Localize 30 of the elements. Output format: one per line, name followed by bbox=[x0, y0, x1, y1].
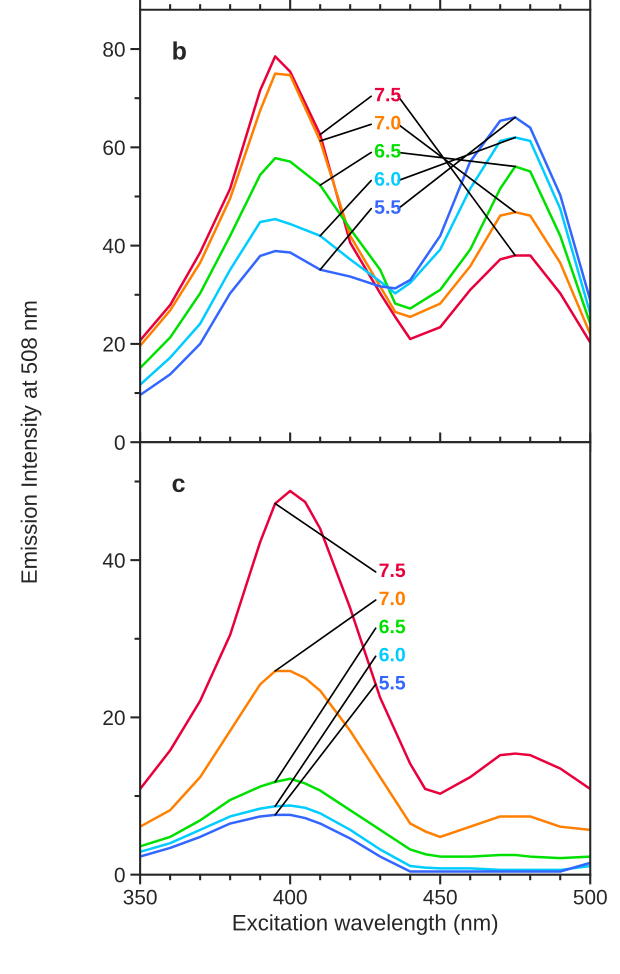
annotation: c bbox=[172, 478, 185, 492]
y-tick-label: 0 bbox=[114, 868, 125, 882]
text: 5.5 bbox=[379, 676, 406, 690]
y-tick-label: 40 bbox=[102, 553, 125, 568]
x-tick-label: 450 bbox=[423, 890, 457, 905]
x-tick-label: 400 bbox=[273, 890, 307, 905]
text: 7.0 bbox=[380, 591, 405, 606]
text: 6.5 bbox=[379, 620, 406, 634]
line-series bbox=[140, 670, 590, 838]
line-series bbox=[140, 777, 590, 860]
x-axis-title: Excitation wavelength (nm) bbox=[234, 914, 498, 935]
annotation: b bbox=[173, 41, 186, 60]
series-label: 7.5 bbox=[380, 564, 406, 578]
y-tick-label: 80 bbox=[103, 42, 125, 57]
y-tick-label: 40 bbox=[102, 238, 125, 254]
y-tick-label: 60 bbox=[103, 140, 125, 156]
text: 6.0 bbox=[374, 172, 400, 186]
x-tick-label: 350 bbox=[124, 890, 157, 905]
y-tick-label: 0 bbox=[114, 435, 125, 450]
text: 6.5 bbox=[374, 144, 401, 158]
y-tick-label: 20 bbox=[103, 710, 125, 726]
text: 6.0 bbox=[379, 648, 405, 662]
y-tick-label: 20 bbox=[103, 336, 125, 352]
text: 7.0 bbox=[375, 116, 400, 130]
line-series bbox=[140, 804, 590, 872]
x-tick-label: 500 bbox=[574, 890, 607, 905]
line-series bbox=[140, 814, 590, 873]
text: 7.5 bbox=[375, 88, 401, 102]
y-axis-title: Emission Intensity at 508 nm bbox=[20, 302, 42, 582]
text: 5.5 bbox=[374, 200, 401, 214]
